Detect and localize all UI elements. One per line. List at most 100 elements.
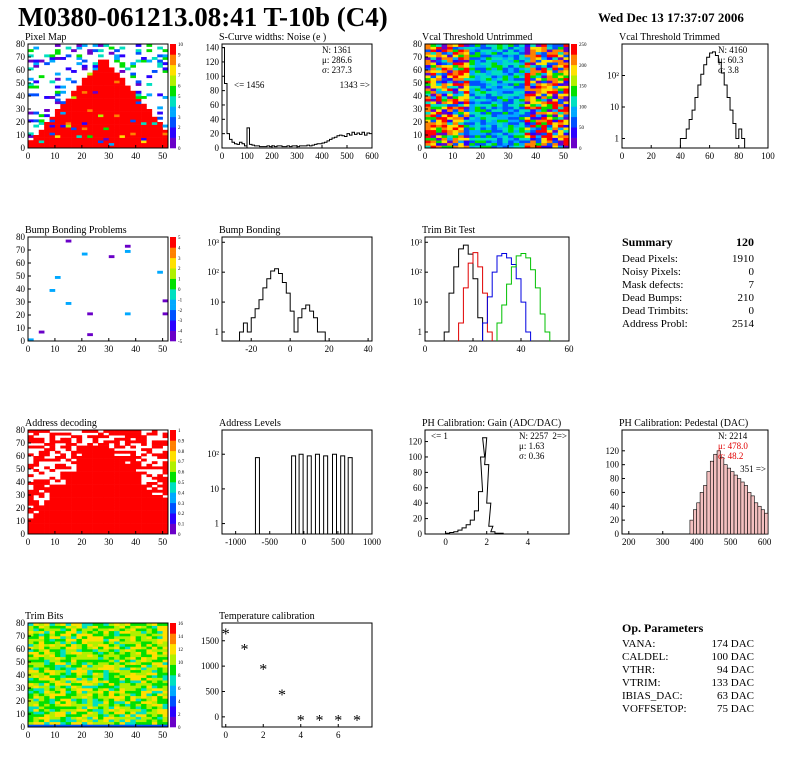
heatmap-cell [124, 111, 131, 115]
heatmap-cell [38, 654, 45, 658]
heatmap-cell [54, 276, 61, 279]
heatmap-cell [114, 471, 120, 475]
heatmap-cell [54, 508, 61, 511]
heatmap-cell [108, 142, 115, 146]
heatmap-cell [49, 528, 56, 532]
heatmap-cell [114, 482, 120, 485]
heatmap-cell [519, 72, 525, 76]
heatmap-cell [87, 430, 93, 433]
heatmap-cell [141, 677, 147, 681]
heatmap-cell [497, 122, 503, 125]
heatmap-cell [60, 440, 66, 444]
heatmap-cell [458, 80, 465, 84]
heatmap-cell [49, 54, 56, 58]
heatmap-cell [60, 492, 66, 496]
heatmap-cell [114, 135, 120, 138]
heatmap-cell [98, 103, 104, 107]
heatmap-cell [491, 106, 498, 110]
x-tick-label: 600 [758, 537, 772, 547]
heatmap-cell [157, 703, 163, 707]
heatmap-cell [81, 688, 88, 691]
heatmap-cell [65, 119, 72, 123]
heatmap-cell [54, 51, 61, 55]
color-scale-step [170, 649, 176, 655]
heatmap-cell [530, 88, 537, 92]
heatmap-cell [119, 119, 126, 123]
heatmap-cell [71, 693, 77, 697]
heatmap-cell [65, 695, 72, 699]
heatmap-cell [524, 127, 531, 131]
heatmap-cell [447, 49, 453, 53]
heatmap-cell [491, 137, 498, 141]
heatmap-cell [49, 497, 56, 501]
heatmap-cell [124, 88, 131, 92]
heatmap-cell [81, 492, 88, 496]
heatmap-cell [485, 116, 492, 120]
heatmap-cell [28, 119, 34, 123]
heatmap-cell [38, 667, 45, 671]
heatmap-cell [44, 667, 50, 671]
heatmap-cell [28, 711, 34, 715]
heatmap-cell [162, 312, 169, 316]
heatmap-cell [162, 482, 169, 485]
heatmap-cell [76, 96, 83, 99]
heatmap-cell [87, 435, 93, 439]
heatmap-cell [92, 513, 99, 517]
heatmap-cell [119, 680, 126, 684]
heatmap-cell [60, 633, 66, 637]
heatmap-cell [108, 688, 115, 691]
heatmap-cell [49, 716, 56, 720]
heatmap-cell [76, 466, 83, 470]
heatmap-cell [114, 630, 120, 634]
heatmap-cell [535, 59, 542, 63]
heatmap-cell [162, 518, 169, 522]
heatmap-cell [87, 142, 93, 146]
heatmap-cell [425, 62, 431, 66]
heatmap-cell [130, 662, 136, 665]
color-scale-step [571, 142, 577, 149]
heatmap-cell [92, 461, 99, 465]
heatmap-cell [81, 667, 88, 671]
heatmap-cell [541, 96, 548, 99]
heatmap-cell [552, 72, 559, 76]
summary-number: 1910 [732, 253, 754, 265]
heatmap-cell [130, 646, 136, 650]
heatmap-cell [108, 111, 115, 115]
heatmap-cell [563, 75, 570, 79]
heatmap-cell [541, 85, 548, 89]
heatmap-cell [469, 106, 476, 110]
heatmap-cell [524, 77, 531, 81]
heatmap-cell [146, 706, 153, 710]
heatmap-cell [552, 64, 559, 68]
heatmap-cell [436, 101, 442, 105]
heatmap-cell [103, 497, 110, 501]
heatmap-cell [108, 51, 115, 55]
heatmap-cell [114, 106, 120, 110]
heatmap-cell [65, 711, 72, 715]
heatmap-cell [76, 463, 83, 467]
heatmap-cell [71, 497, 77, 501]
heatmap-cell [141, 119, 147, 123]
heatmap-cell [98, 721, 104, 725]
heatmap-cell [119, 675, 126, 678]
heatmap-cell [54, 675, 61, 678]
heatmap-cell [28, 724, 34, 728]
heatmap-cell [119, 633, 126, 637]
heatmap-cell [130, 492, 136, 496]
summary-number: 7 [748, 279, 755, 291]
heatmap-cell [108, 453, 115, 457]
heatmap-cell [114, 127, 120, 131]
heatmap-cell [44, 672, 50, 676]
heatmap-cell [563, 127, 570, 131]
heatmap-cell [49, 531, 56, 535]
chart-title: Trim Bits [25, 611, 63, 622]
heatmap-cell [87, 114, 93, 118]
heatmap-cell [135, 432, 142, 436]
heatmap-cell [130, 106, 136, 110]
heatmap-cell [103, 489, 110, 493]
heatmap-cell [135, 688, 142, 691]
heatmap-cell [441, 114, 448, 118]
heatmap-cell [430, 142, 437, 146]
heatmap-cell [38, 701, 45, 704]
heatmap-cell [98, 482, 104, 485]
